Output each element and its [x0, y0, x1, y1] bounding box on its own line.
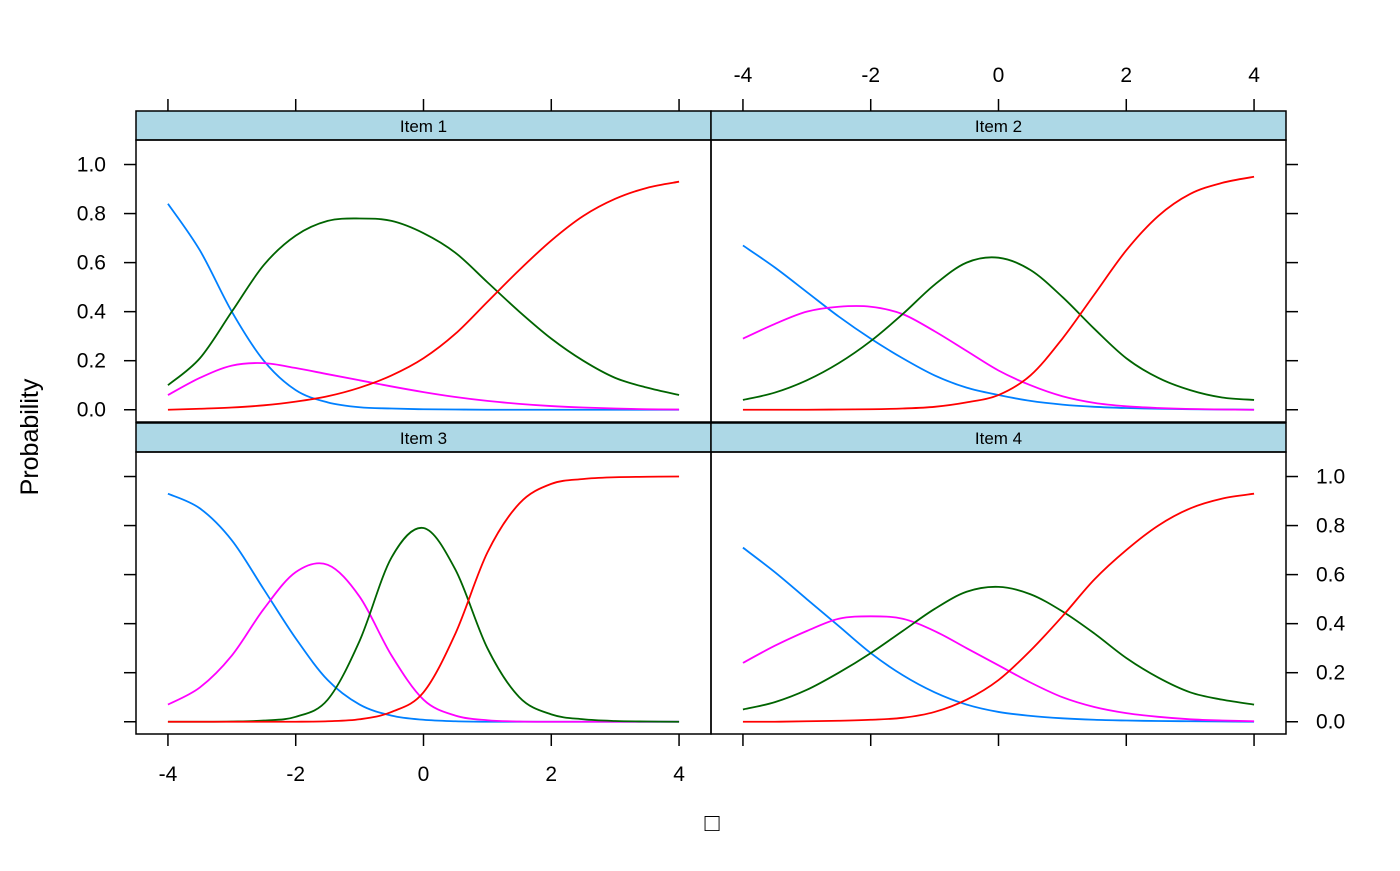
- x-tick-label-bottom-3: 0: [418, 763, 430, 786]
- panel-2-curve-2: [742, 305, 1255, 411]
- panel-frame-1: [135, 139, 712, 423]
- panel-frame-4: [710, 451, 1287, 735]
- y-tick-label-left-4: 0.6: [77, 252, 106, 275]
- panel-strip-4: [710, 422, 1287, 453]
- y-axis-title: Probability: [16, 378, 44, 495]
- y-tick-label-right-4: 0.6: [1316, 564, 1345, 587]
- y-tick-label-left-2: 0.2: [77, 350, 106, 373]
- panel-title-2: Item 2: [975, 117, 1022, 136]
- panel-4-curve-1: [742, 546, 1255, 723]
- panel-strip-1: [135, 110, 712, 141]
- panel-3-curve-4: [167, 475, 680, 723]
- panel-1-curve-1: [167, 203, 680, 411]
- panel-2-curve-3: [742, 256, 1255, 401]
- y-tick-label-left-1: 0.0: [77, 399, 106, 422]
- x-tick-label-top-3: 0: [993, 64, 1005, 87]
- panel-4-curve-2: [742, 615, 1255, 723]
- y-tick-label-right-2: 0.2: [1316, 662, 1345, 685]
- panel-4-curve-3: [742, 585, 1255, 711]
- y-tick-label-right-1: 0.0: [1316, 711, 1345, 734]
- panel-strip-2: [710, 110, 1287, 141]
- y-tick-label-left-6: 1.0: [77, 154, 106, 177]
- panel-3-curve-2: [167, 562, 680, 723]
- panel-4-curve-4: [742, 492, 1255, 723]
- panel-1-curve-2: [167, 362, 680, 411]
- panel-strip-3: [135, 422, 712, 453]
- panel-title-4: Item 4: [975, 429, 1022, 448]
- y-tick-label-right-5: 0.8: [1316, 515, 1345, 538]
- y-tick-label-right-6: 1.0: [1316, 466, 1345, 489]
- y-tick-label-left-3: 0.4: [77, 301, 107, 324]
- x-axis-title: □: [704, 809, 720, 837]
- x-tick-label-top-2: -2: [861, 64, 880, 87]
- x-tick-label-top-1: -4: [734, 64, 753, 87]
- panel-frame-2: [710, 139, 1287, 423]
- panel-title-3: Item 3: [400, 429, 447, 448]
- x-tick-label-bottom-5: 4: [673, 763, 685, 786]
- panel-2-curve-4: [742, 175, 1255, 411]
- panel-title-1: Item 1: [400, 117, 447, 136]
- x-tick-label-bottom-2: -2: [286, 763, 305, 786]
- x-tick-label-top-5: 4: [1248, 64, 1260, 87]
- panel-1-curve-4: [167, 180, 680, 411]
- panel-1-curve-3: [167, 217, 680, 396]
- y-tick-label-left-5: 0.8: [77, 203, 106, 226]
- x-tick-label-bottom-1: -4: [159, 763, 178, 786]
- y-tick-label-right-3: 0.4: [1316, 613, 1346, 636]
- x-tick-label-bottom-4: 2: [545, 763, 557, 786]
- x-tick-label-top-4: 2: [1120, 64, 1132, 87]
